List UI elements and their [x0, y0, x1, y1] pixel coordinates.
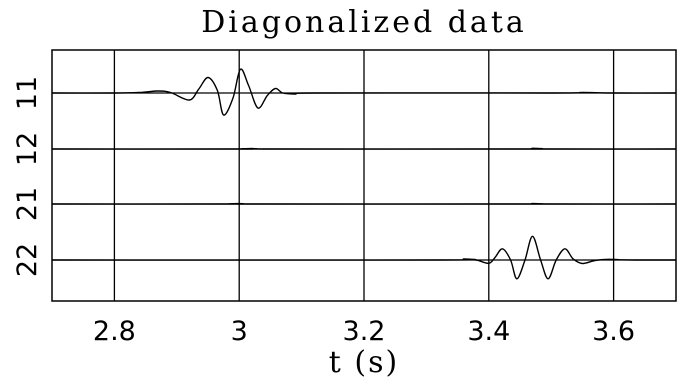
- x-tick-label: 3.2: [343, 316, 386, 347]
- x-gridlines: [113, 50, 615, 301]
- trace-label: 21: [12, 187, 43, 221]
- chart-title: Diagonalized data: [201, 5, 527, 40]
- plot-frame: [51, 49, 677, 302]
- traces: [51, 68, 677, 280]
- x-tick-label: 3.6: [592, 316, 635, 347]
- x-axis-label: t (s): [329, 345, 399, 379]
- trace-label: 22: [12, 243, 43, 277]
- trace-11: [51, 68, 677, 116]
- trace-12: [51, 147, 677, 150]
- x-tick-labels: 2.8 3 3.2 3.4 3.6: [93, 316, 635, 347]
- trace-labels: 11 12 21 22: [12, 76, 43, 277]
- trace-21: [51, 202, 677, 205]
- x-tick-label: 3.4: [467, 316, 510, 347]
- x-tick-label: 2.8: [93, 316, 136, 347]
- trace-label: 12: [12, 132, 43, 166]
- x-tick-label: 3: [231, 316, 248, 347]
- trace-22: [51, 235, 676, 280]
- trace-label: 11: [12, 76, 43, 110]
